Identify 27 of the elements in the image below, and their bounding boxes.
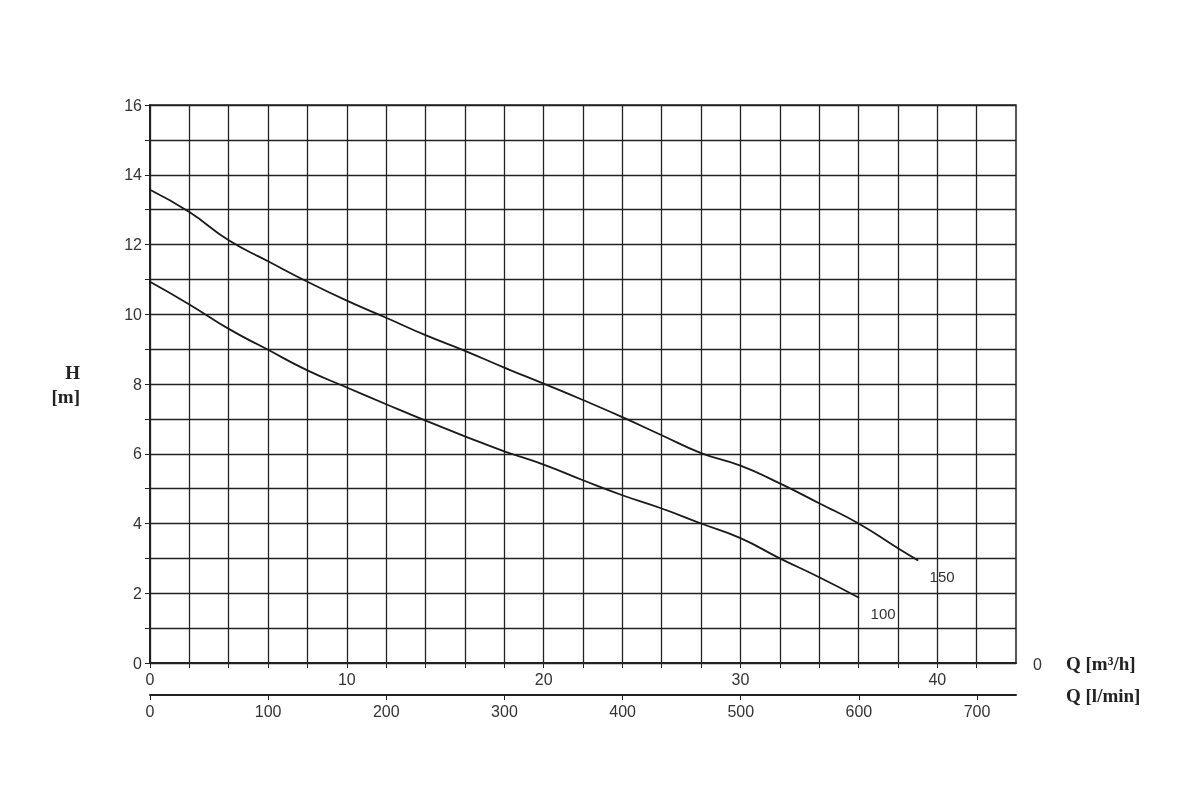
x2-tick-label: 400 [609, 702, 637, 720]
x-tick-label: 10 [337, 670, 356, 688]
y-tick-label: 16 [124, 96, 143, 114]
series-label: 100 [870, 604, 896, 622]
x2-tick-label: 600 [845, 702, 873, 720]
x-tick-label: 20 [534, 670, 553, 688]
text: 0 [1033, 655, 1043, 673]
y-tick-label: 2 [133, 584, 143, 602]
y-tick-label: 0 [133, 654, 143, 672]
x-tick-label: 40 [928, 670, 947, 688]
x2-tick-label: 300 [491, 702, 518, 720]
y-tick-label: 8 [133, 375, 143, 393]
x2-tick-label: 500 [727, 702, 755, 720]
x-tick-label: 30 [731, 670, 750, 688]
y-tick-label: 14 [124, 166, 143, 184]
x2-tick-label: 200 [372, 702, 400, 720]
x-tick-label: 0 [145, 670, 155, 688]
x2-tick-label: 0 [145, 702, 155, 720]
x2-axis-title: Q [l/min] [1066, 684, 1141, 706]
y-tick-label: 4 [133, 515, 143, 532]
x2-tick-label: 100 [254, 702, 282, 720]
y-tick-label: 12 [124, 236, 143, 253]
y-tick-label: 10 [124, 305, 143, 323]
y-tick-label: 6 [133, 445, 143, 463]
x2-tick-label: 700 [963, 702, 991, 720]
x-axis-title: Q [m³/h] [1066, 652, 1136, 674]
y-axis-title: H [m] [51, 361, 81, 407]
